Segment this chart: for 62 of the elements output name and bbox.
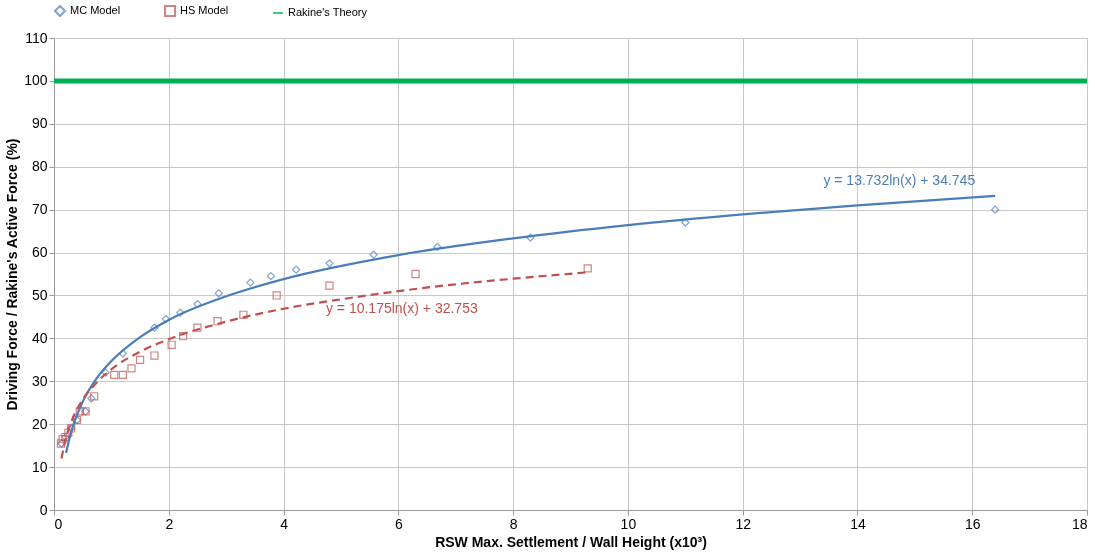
point bbox=[213, 317, 222, 326]
y-tick-label: 20 bbox=[31, 415, 48, 432]
legend-label: Rakine's Theory bbox=[288, 6, 368, 18]
y-tick-label: 10 bbox=[31, 458, 48, 475]
annotation: y = 13.732ln(x) + 34.745 bbox=[823, 171, 976, 188]
y-tick-label: 60 bbox=[31, 244, 48, 261]
point bbox=[411, 269, 420, 279]
point bbox=[118, 349, 127, 358]
point bbox=[150, 323, 159, 332]
y-tick-label: 0 bbox=[39, 501, 48, 518]
point bbox=[214, 289, 223, 298]
x-axis-title: RSW Max. Settlement / Wall Height (x10³) bbox=[435, 533, 707, 550]
point bbox=[167, 340, 176, 349]
y-tick-label: 100 bbox=[24, 72, 48, 89]
point bbox=[193, 323, 202, 332]
point bbox=[266, 272, 276, 281]
point bbox=[325, 259, 334, 268]
point bbox=[292, 265, 301, 274]
point bbox=[135, 355, 145, 364]
legend-label: HS Model bbox=[180, 4, 229, 16]
point bbox=[246, 278, 255, 287]
point bbox=[583, 264, 592, 273]
point bbox=[161, 314, 171, 324]
y-tick-label: 80 bbox=[31, 158, 48, 175]
x-tick-label: 14 bbox=[850, 515, 866, 532]
y-axis-title: Driving Force / Rakine's Active Force (%) bbox=[4, 138, 21, 411]
point bbox=[150, 351, 159, 360]
point bbox=[433, 242, 442, 252]
y-tick-label: 110 bbox=[25, 29, 48, 46]
x-tick-label: 8 bbox=[509, 515, 518, 532]
point bbox=[101, 368, 110, 377]
x-tick-label: 2 bbox=[165, 515, 174, 532]
point bbox=[90, 392, 99, 401]
x-tick-label: 18 bbox=[1071, 515, 1088, 532]
point bbox=[526, 233, 535, 242]
point bbox=[991, 205, 1000, 214]
x-tick-label: 4 bbox=[280, 515, 289, 532]
point bbox=[118, 370, 127, 379]
point bbox=[272, 291, 281, 300]
y-tick-label: 40 bbox=[31, 329, 48, 346]
point bbox=[178, 332, 188, 341]
point bbox=[239, 310, 248, 319]
point bbox=[127, 364, 136, 373]
point bbox=[369, 250, 378, 259]
x-tick-label: 12 bbox=[735, 515, 752, 532]
y-tick-label: 90 bbox=[31, 115, 48, 132]
x-tick-label: 10 bbox=[620, 515, 637, 532]
point bbox=[681, 218, 690, 227]
point bbox=[75, 407, 84, 416]
point bbox=[193, 299, 202, 309]
y-tick-label: 50 bbox=[31, 286, 48, 303]
legend-label: MC Model bbox=[70, 4, 121, 16]
point bbox=[64, 428, 73, 437]
point bbox=[110, 370, 119, 379]
x-tick-label: 0 bbox=[54, 515, 63, 532]
point bbox=[325, 281, 334, 290]
y-tick-label: 30 bbox=[31, 372, 48, 389]
y-tick-label: 70 bbox=[31, 201, 48, 218]
annotation: y = 10.175ln(x) + 32.753 bbox=[325, 300, 478, 317]
x-tick-label: 6 bbox=[394, 515, 403, 532]
point bbox=[176, 308, 185, 317]
x-tick-label: 16 bbox=[964, 515, 981, 532]
